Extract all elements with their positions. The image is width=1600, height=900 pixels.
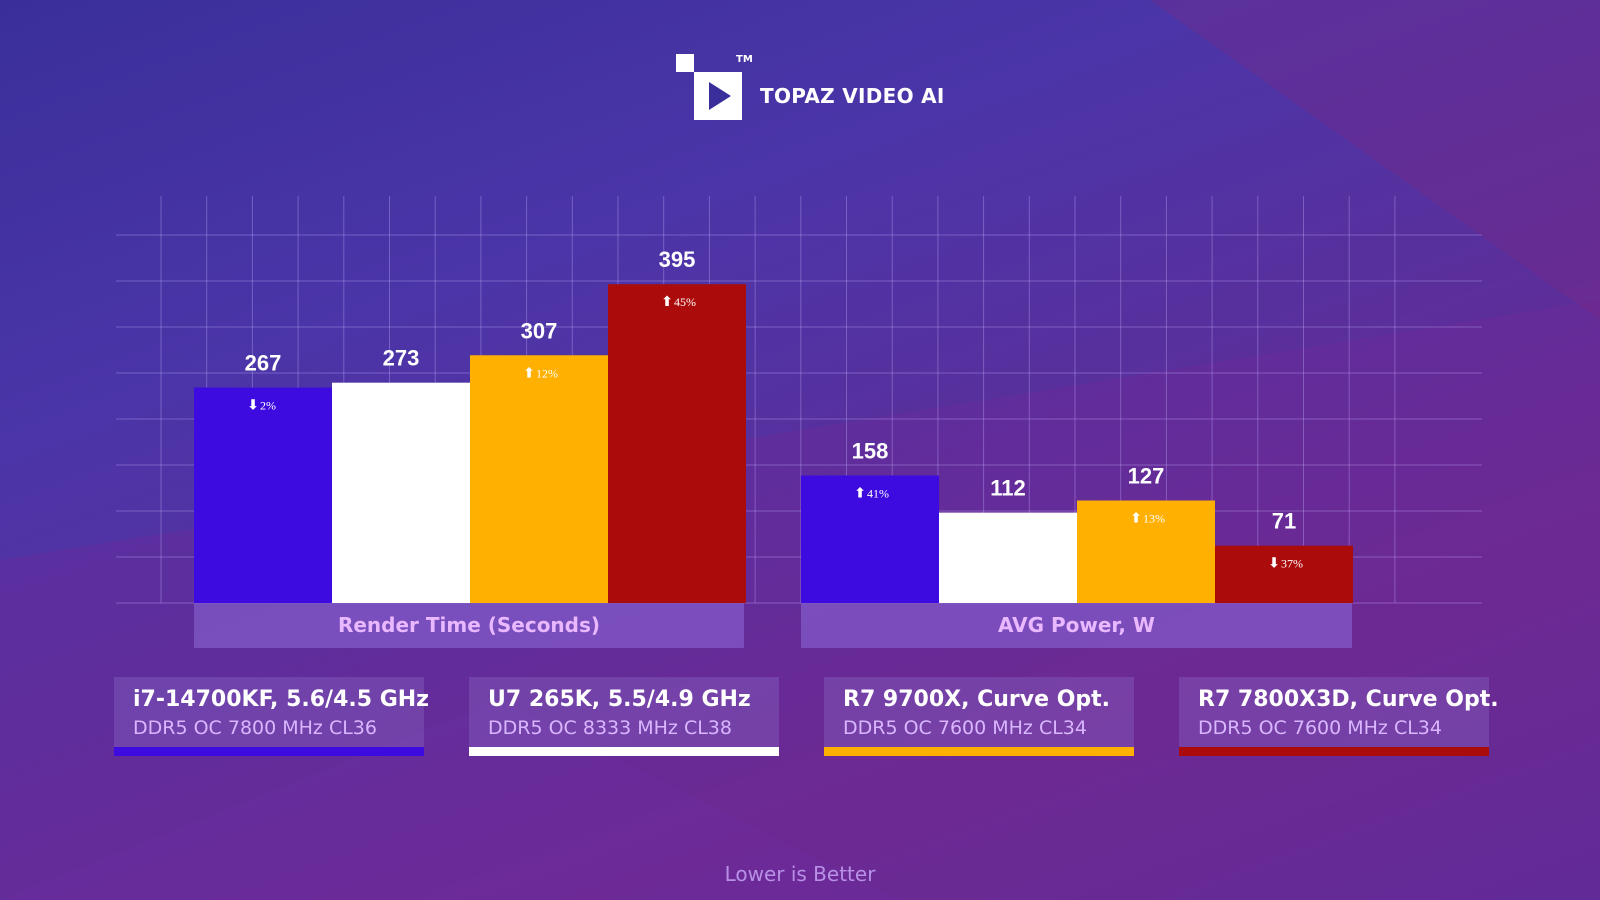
- delta-label: 37%: [1281, 557, 1303, 571]
- arrow-up-icon: ⬆: [523, 365, 535, 381]
- bar: [194, 387, 332, 603]
- bar: [1215, 545, 1353, 603]
- value-label: 395: [659, 247, 696, 272]
- group-label-render-time: Render Time (Seconds): [194, 603, 744, 648]
- bar: [939, 512, 1077, 603]
- legend-title: R7 9700X, Curve Opt.: [843, 687, 1111, 712]
- legend-title: U7 265K, 5.5/4.9 GHz: [488, 687, 751, 712]
- bar: [470, 355, 608, 603]
- legend-item-r7-7800x3d: R7 7800X3D, Curve Opt. DDR5 OC 7600 MHz …: [1179, 677, 1499, 756]
- arrow-up-icon: ⬆: [661, 294, 673, 310]
- delta-label: 41%: [867, 486, 889, 500]
- delta-label: 45%: [674, 295, 696, 309]
- bar: [1077, 500, 1215, 603]
- delta-label: 12%: [536, 366, 558, 380]
- legend-item-r7-9700x: R7 9700X, Curve Opt. DDR5 OC 7600 MHz CL…: [824, 677, 1134, 756]
- legend-color-swatch: [114, 747, 424, 756]
- brand-name: TOPAZ VIDEO AI: [760, 84, 945, 108]
- arrow-down-icon: ⬇: [247, 398, 259, 414]
- value-label: 71: [1272, 509, 1296, 534]
- legend-subtitle: DDR5 OC 8333 MHz CL38: [488, 717, 732, 739]
- bar: [332, 382, 470, 603]
- value-label: 158: [852, 438, 889, 463]
- legend-color-swatch: [1179, 747, 1489, 756]
- legend-color-swatch: [469, 747, 779, 756]
- legend-subtitle: DDR5 OC 7800 MHz CL36: [133, 717, 377, 739]
- delta-label: 2%: [260, 399, 276, 413]
- arrow-up-icon: ⬆: [1130, 511, 1142, 527]
- play-logo-icon: [676, 54, 742, 120]
- value-label: 307: [521, 318, 558, 343]
- brand-logo: TM TOPAZ VIDEO AI: [676, 54, 1036, 124]
- value-label: 127: [1128, 464, 1165, 489]
- bar: [801, 475, 939, 603]
- legend-color-swatch: [824, 747, 1134, 756]
- value-label: 112: [990, 476, 1026, 501]
- arrow-up-icon: ⬆: [854, 485, 866, 501]
- legend-subtitle: DDR5 OC 7600 MHz CL34: [843, 717, 1087, 739]
- delta-label: 13%: [1143, 512, 1165, 526]
- footer-note: Lower is Better: [724, 862, 876, 886]
- legend-subtitle: DDR5 OC 7600 MHz CL34: [1198, 717, 1442, 739]
- legend-item-i7-14700kf: i7-14700KF, 5.6/4.5 GHz DDR5 OC 7800 MHz…: [114, 677, 429, 756]
- legend-title: R7 7800X3D, Curve Opt.: [1198, 687, 1499, 712]
- value-label: 267: [245, 351, 282, 376]
- group-label-avg-power: AVG Power, W: [801, 603, 1352, 648]
- legend-item-u7-265k: U7 265K, 5.5/4.9 GHz DDR5 OC 8333 MHz CL…: [469, 677, 779, 756]
- arrow-down-icon: ⬇: [1268, 556, 1280, 572]
- trademark-symbol: TM: [736, 54, 753, 65]
- legend-title: i7-14700KF, 5.6/4.5 GHz: [133, 687, 429, 712]
- value-label: 273: [383, 346, 420, 371]
- bar: [608, 284, 746, 603]
